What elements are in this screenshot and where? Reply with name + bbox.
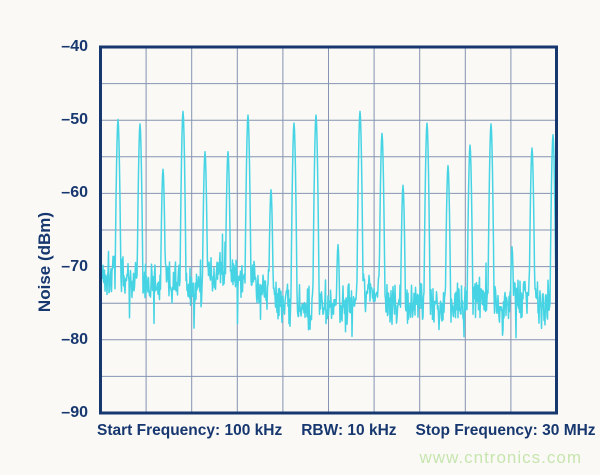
watermark: www.cntronics.com (419, 448, 582, 467)
y-tick-label: –50 (61, 111, 88, 129)
y-tick-label: –40 (61, 38, 88, 55)
plot-border (99, 45, 558, 415)
y-tick-label: –60 (61, 184, 88, 202)
x-axis-caption: Start Frequency: 100 kHz RBW: 10 kHz Sto… (97, 422, 596, 440)
grid-lines (100, 47, 557, 413)
y-tick-label: –90 (61, 404, 88, 421)
noise-trace (99, 110, 558, 339)
y-tick-label: –70 (61, 257, 88, 275)
y-axis-ticks: –40 –50 –60 –70 –80 –90 (38, 0, 88, 475)
caption-stop-frequency: Stop Frequency: 30 MHz (415, 422, 596, 439)
caption-start-frequency: Start Frequency: 100 kHz (97, 422, 283, 439)
y-tick-label: –80 (61, 330, 88, 348)
caption-rbw: RBW: 10 kHz (301, 422, 397, 439)
y-axis-title: Noise (dBm) (35, 211, 54, 313)
